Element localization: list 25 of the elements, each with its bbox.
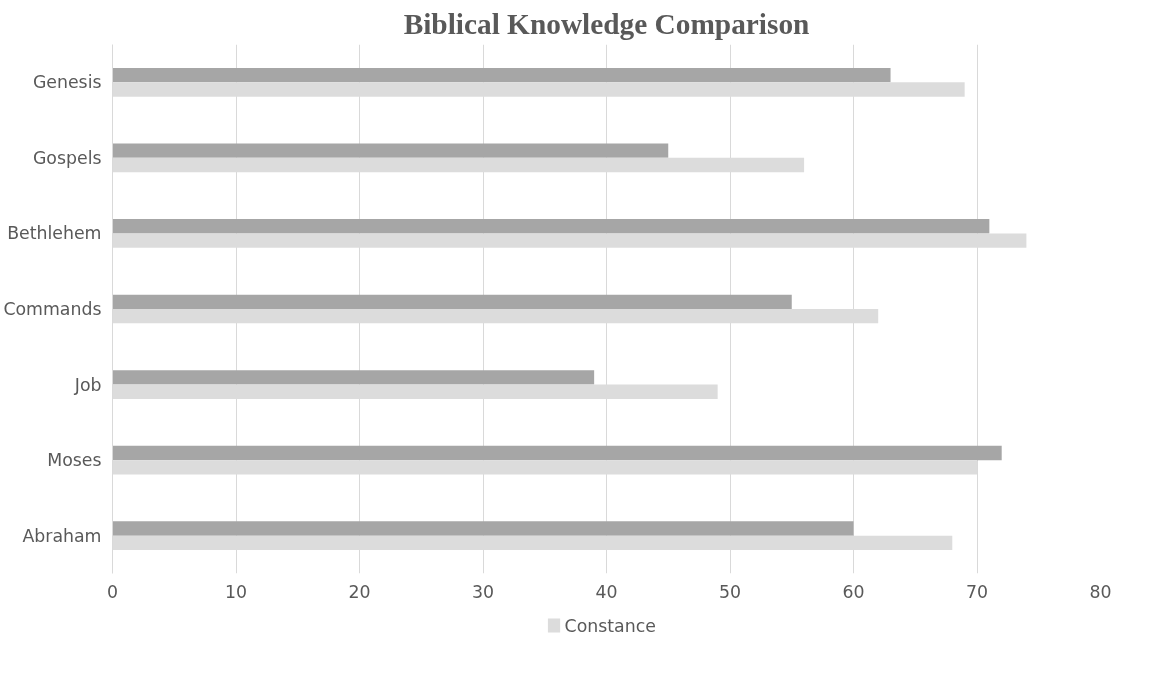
x-tick-label: 60 — [842, 581, 865, 602]
y-tick-label: Genesis — [32, 72, 102, 93]
x-tick-label: 40 — [595, 581, 618, 602]
bar — [112, 521, 854, 536]
y-tick-label: Moses — [47, 450, 102, 471]
chart-title: Biblical Knowledge Comparison — [403, 7, 810, 40]
y-tick-label: Abraham — [22, 525, 102, 546]
x-tick-label: 70 — [965, 581, 989, 602]
y-tick-label: Bethlehem — [7, 223, 102, 244]
bar — [112, 445, 1002, 461]
y-tick-label: Gospels — [32, 147, 102, 168]
x-tick-label: 50 — [718, 581, 742, 602]
x-tick-label: 30 — [471, 581, 495, 602]
bar — [112, 143, 669, 158]
y-tick-label: Commands — [3, 299, 102, 319]
x-tick-label: 0 — [106, 581, 119, 602]
x-tick-label: 80 — [1089, 581, 1112, 602]
x-tick-label: 20 — [348, 581, 371, 602]
y-tick-label: Job — [73, 374, 102, 395]
bar — [112, 294, 792, 309]
bar — [112, 219, 990, 234]
bar — [112, 370, 595, 385]
legend-label: Constance — [564, 615, 656, 636]
x-tick-label: 10 — [224, 581, 248, 602]
bar — [112, 67, 891, 83]
